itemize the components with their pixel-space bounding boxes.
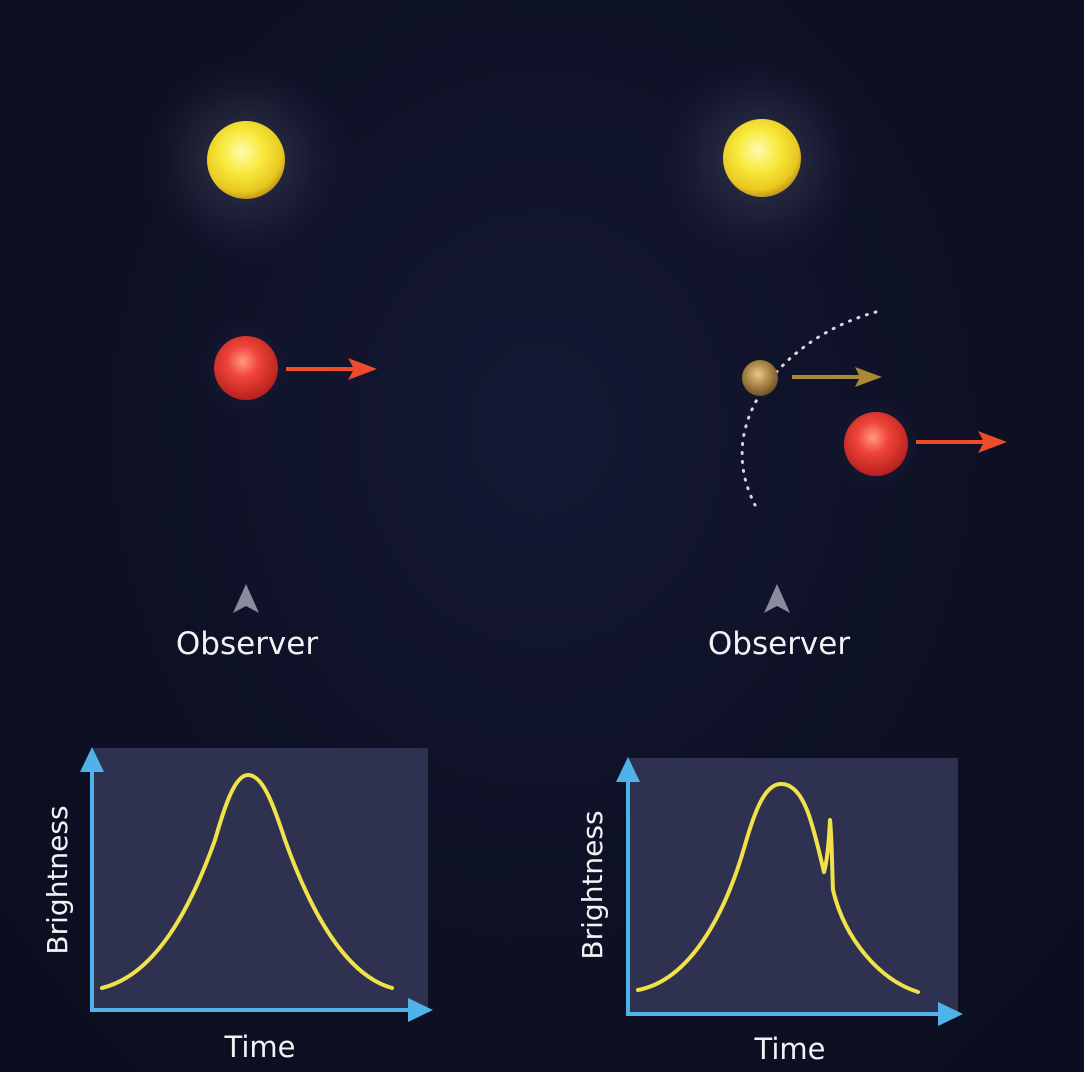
x-axis-label: Time	[224, 1030, 296, 1064]
y-axis-arrow-icon	[616, 757, 640, 782]
x-axis-arrow-icon	[408, 998, 433, 1022]
source-star	[207, 121, 285, 199]
right-panel: Observer Brightness Time	[576, 52, 1007, 1066]
light-curve-graph: Brightness Time	[41, 747, 433, 1064]
observer-marker-icon	[764, 584, 790, 613]
planet	[742, 360, 778, 396]
y-axis-label: Brightness	[41, 805, 74, 954]
lens-star	[214, 336, 278, 400]
x-axis-label: Time	[754, 1032, 826, 1066]
y-axis-label: Brightness	[576, 810, 609, 959]
observer-label: Observer	[708, 626, 850, 662]
motion-arrow	[286, 358, 377, 380]
planet-motion-arrow	[792, 367, 882, 387]
light-curve-graph: Brightness Time	[576, 757, 963, 1066]
x-axis-arrow-icon	[938, 1002, 963, 1026]
light-curve-line	[100, 772, 394, 990]
motion-arrow	[916, 431, 1007, 453]
source-star	[723, 119, 801, 197]
plot-area	[628, 758, 958, 1014]
planet-orbit-path	[740, 310, 878, 507]
left-panel: Observer Brightness Time	[41, 52, 433, 1064]
observer-marker-icon	[233, 584, 259, 613]
plot-area	[92, 748, 428, 1010]
light-curve-line	[636, 782, 920, 994]
observer-label: Observer	[176, 626, 318, 662]
y-axis-arrow-icon	[80, 747, 104, 772]
lens-star	[844, 412, 908, 476]
